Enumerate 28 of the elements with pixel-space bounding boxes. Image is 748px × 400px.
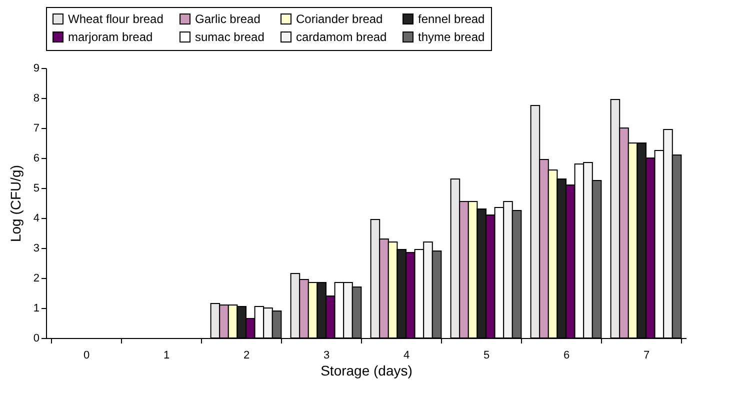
legend-label: Coriander bread [296,12,383,26]
y-tick-label: 1 [33,302,40,314]
x-tick-label: 0 [83,350,90,362]
legend-label: fennel bread [418,12,485,26]
legend-label: cardamom bread [296,30,387,44]
x-axis-title: Storage (days) [320,362,412,378]
legend-label: marjoram bread [68,30,153,44]
y-tick-label: 5 [33,182,40,194]
x-tick-label: 4 [403,350,410,362]
x-tick-label: 2 [243,350,250,362]
x-tick-label: 7 [643,350,650,362]
x-tick-label: 6 [563,350,570,362]
legend-label: Wheat flour bread [68,12,164,26]
y-tick-label: 3 [33,242,40,254]
x-tick-label: 1 [163,350,170,362]
x-tick-label: 5 [483,350,490,362]
y-tick-label: 4 [33,212,40,224]
y-tick-label: 6 [33,152,40,164]
y-tick-label: 8 [33,92,40,104]
legend-label: thyme bread [418,30,485,44]
x-tick-label: 3 [323,350,330,362]
legend-label: sumac bread [195,30,264,44]
y-tick-label: 0 [33,332,40,344]
y-axis-title: Log (CFU/g) [7,164,24,242]
y-tick-label: 2 [33,272,40,284]
y-tick-label: 7 [33,122,40,134]
y-tick-label: 9 [33,62,40,74]
legend-label: Garlic bread [195,12,260,26]
